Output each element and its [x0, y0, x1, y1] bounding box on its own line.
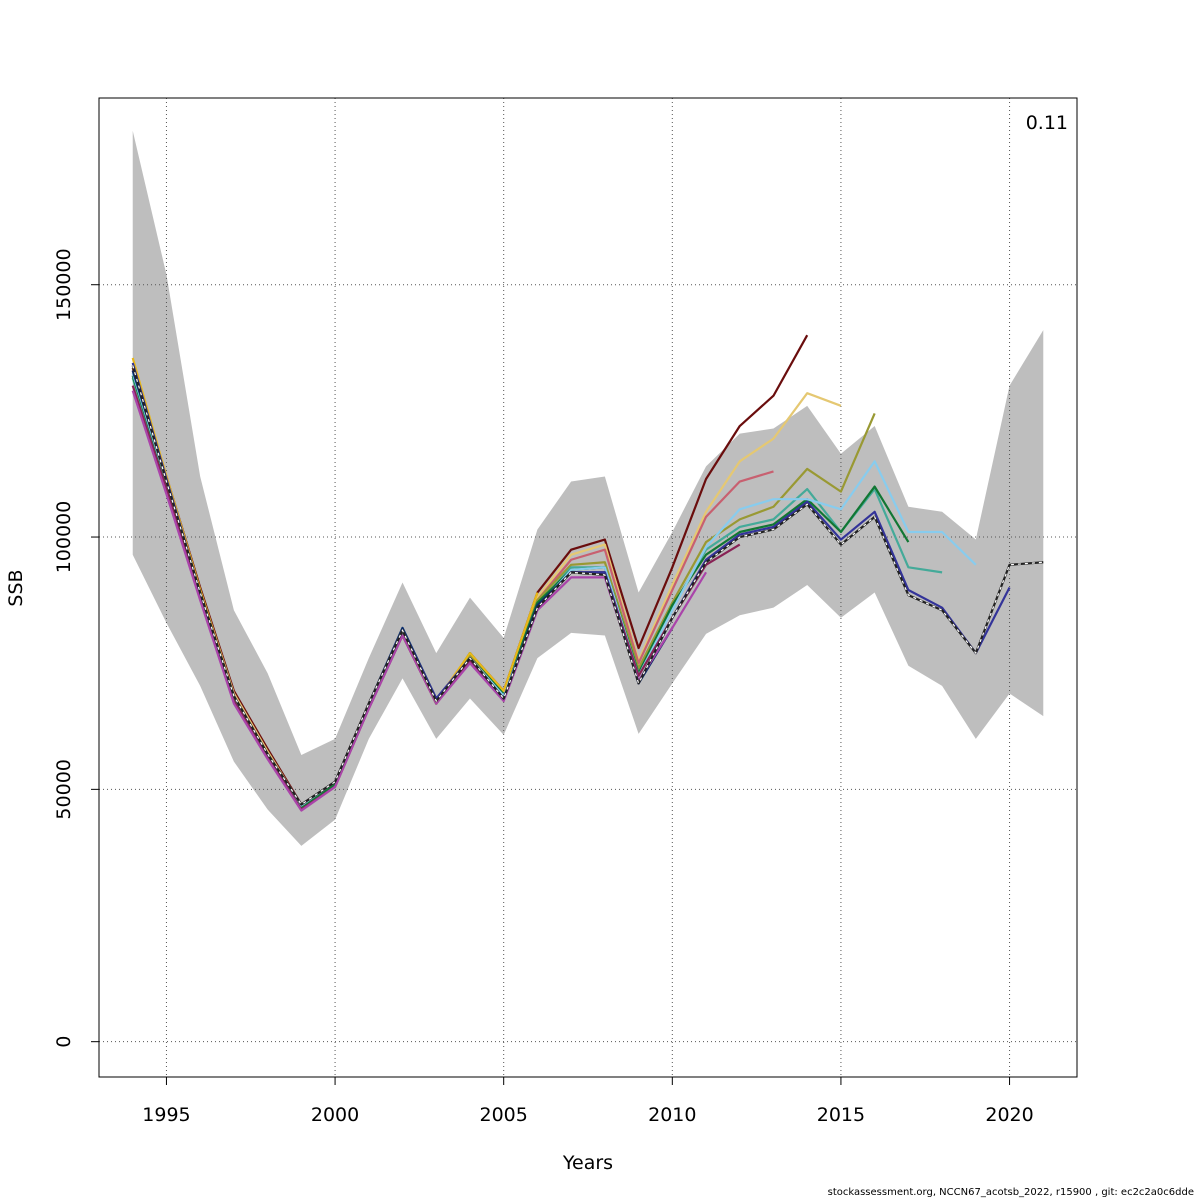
confidence-band-area — [132, 130, 1044, 846]
x-tick-label: 1995 — [142, 1104, 190, 1126]
y-tick-label: 0 — [53, 1036, 75, 1048]
series-line-dash — [132, 365, 1044, 806]
x-tick-label: 2015 — [817, 1104, 865, 1126]
rho-annotation: 0.11 — [1026, 112, 1068, 134]
y-tick-label: 150000 — [53, 248, 75, 321]
x-axis-title: Years — [562, 1152, 613, 1174]
confidence-band — [132, 130, 1044, 846]
x-tick-label: 2010 — [648, 1104, 696, 1126]
x-tick-label: 2020 — [985, 1104, 1033, 1126]
y-tick-label: 100000 — [53, 501, 75, 574]
grid — [99, 98, 1077, 1077]
x-axis: 1995 2000 2005 2010 2015 2020 — [142, 1076, 1034, 1126]
x-tick-label: 2005 — [480, 1104, 528, 1126]
y-axis-title: SSB — [5, 569, 27, 606]
series-lines — [131, 334, 1044, 812]
y-axis: 0 50000 100000 150000 — [53, 248, 100, 1048]
y-tick-label: 50000 — [53, 759, 75, 819]
footer-credit: stockassessment.org, NCCN67_acotsb_2022,… — [827, 1187, 1194, 1198]
x-tick-label: 2000 — [311, 1104, 359, 1126]
